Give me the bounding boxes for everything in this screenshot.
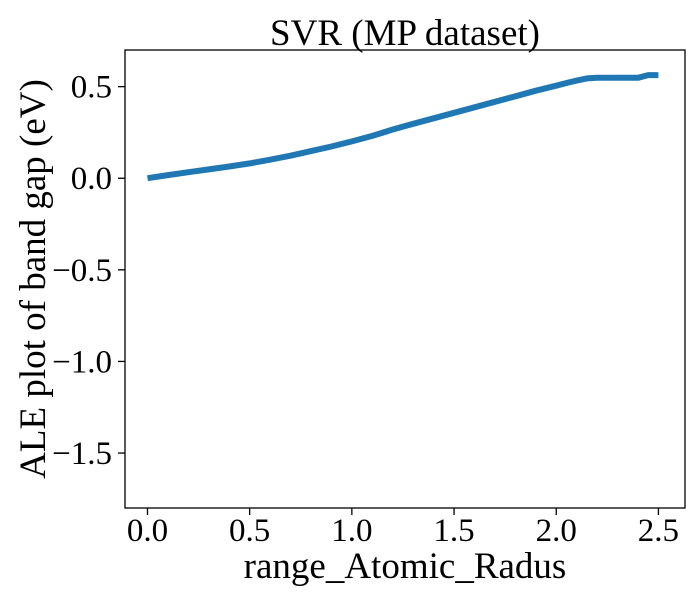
y-axis-label: ALE plot of band gap (eV) xyxy=(13,79,54,479)
plot-area xyxy=(147,72,659,182)
x-tick-label: 2.5 xyxy=(638,513,679,549)
y-tick-label: −0.5 xyxy=(52,253,112,289)
y-axis: 0.5 0.0 −0.5 −1.0 −1.5 xyxy=(52,70,125,472)
x-tick-label: 0.0 xyxy=(127,513,168,549)
y-tick-label: −1.5 xyxy=(52,436,112,472)
y-tick-label: 0.5 xyxy=(71,70,112,106)
chart-title: SVR (MP dataset) xyxy=(270,13,540,54)
x-tick-label: 2.0 xyxy=(536,513,577,549)
series-line xyxy=(147,72,659,182)
x-tick-label: 0.5 xyxy=(229,513,270,549)
y-tick-label: −1.0 xyxy=(52,344,112,380)
x-tick-label: 1.0 xyxy=(331,513,372,549)
y-tick-label: 0.0 xyxy=(71,161,112,197)
x-axis-label: range_Atomic_Radus xyxy=(244,546,567,587)
axes-frame xyxy=(124,49,686,509)
x-tick-label: 1.5 xyxy=(433,513,474,549)
x-axis: 0.0 0.5 1.0 1.5 2.0 2.5 xyxy=(127,508,679,549)
